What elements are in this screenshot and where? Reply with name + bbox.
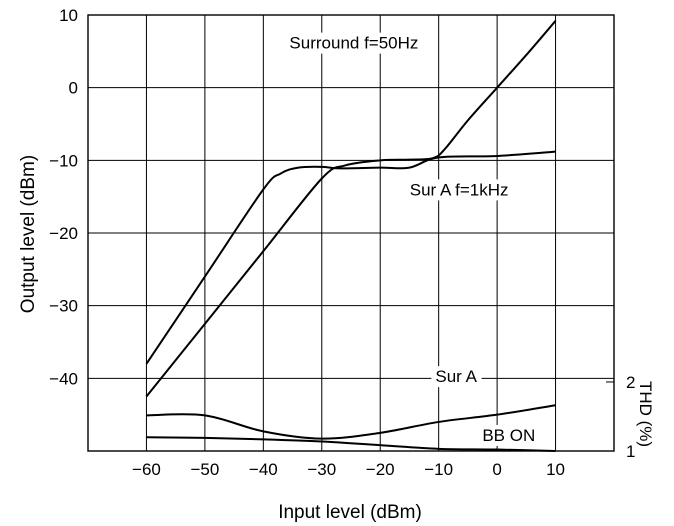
- thd-tick-label: 1: [626, 442, 635, 461]
- x-tick-label: −20: [366, 460, 395, 479]
- thd-axis-label: THD (%): [636, 381, 655, 447]
- y-tick-labels: 10 0 −10 −20 −30 −40: [49, 6, 78, 388]
- y-tick-label: −40: [49, 369, 78, 388]
- y-tick-label: −10: [49, 151, 78, 170]
- x-tick-label: −60: [132, 460, 161, 479]
- annotation-background: [431, 366, 482, 388]
- y-axis-label: Output level (dBm): [18, 155, 39, 313]
- series-line-surround-f-50hz: [145, 20, 557, 398]
- annotation-label: Surround f=50Hz: [289, 34, 418, 53]
- x-tick-label: −40: [249, 460, 278, 479]
- annotation-background: [405, 179, 513, 201]
- x-tick-label: −50: [190, 460, 219, 479]
- x-tick-label: 0: [492, 460, 501, 479]
- thd-tick-labels: 21: [606, 373, 635, 461]
- y-tick-label: 0: [69, 79, 78, 98]
- x-tick-label: −30: [307, 460, 336, 479]
- x-axis-label: Input level (dBm): [278, 502, 422, 523]
- x-tick-label: 10: [546, 460, 565, 479]
- y-tick-label: −30: [49, 297, 78, 316]
- series-line-bb-on: [146, 436, 556, 452]
- series-line-sur-a-f-1khz: [145, 150, 556, 365]
- curves: [145, 20, 557, 452]
- annotation-label: Sur A f=1kHz: [410, 180, 509, 199]
- annotation-label: BB ON: [482, 426, 535, 445]
- series-line-sur-a: [146, 404, 556, 440]
- annotation-label: Sur A: [435, 367, 477, 386]
- grid: [88, 14, 614, 451]
- annotation-background: [285, 32, 423, 54]
- annotations: Surround f=50Hz Sur A f=1kHz Sur A BB ON: [285, 32, 540, 447]
- y-tick-label: −20: [49, 224, 78, 243]
- thd-tick-label: 2: [626, 373, 635, 392]
- x-tick-labels: −60 −50 −40 −30 −20 −10 0 10: [132, 460, 565, 479]
- annotation-background: [478, 425, 540, 447]
- plot-frame: [87, 14, 615, 452]
- y-tick-label: 10: [59, 6, 78, 25]
- x-tick-label: −10: [424, 460, 453, 479]
